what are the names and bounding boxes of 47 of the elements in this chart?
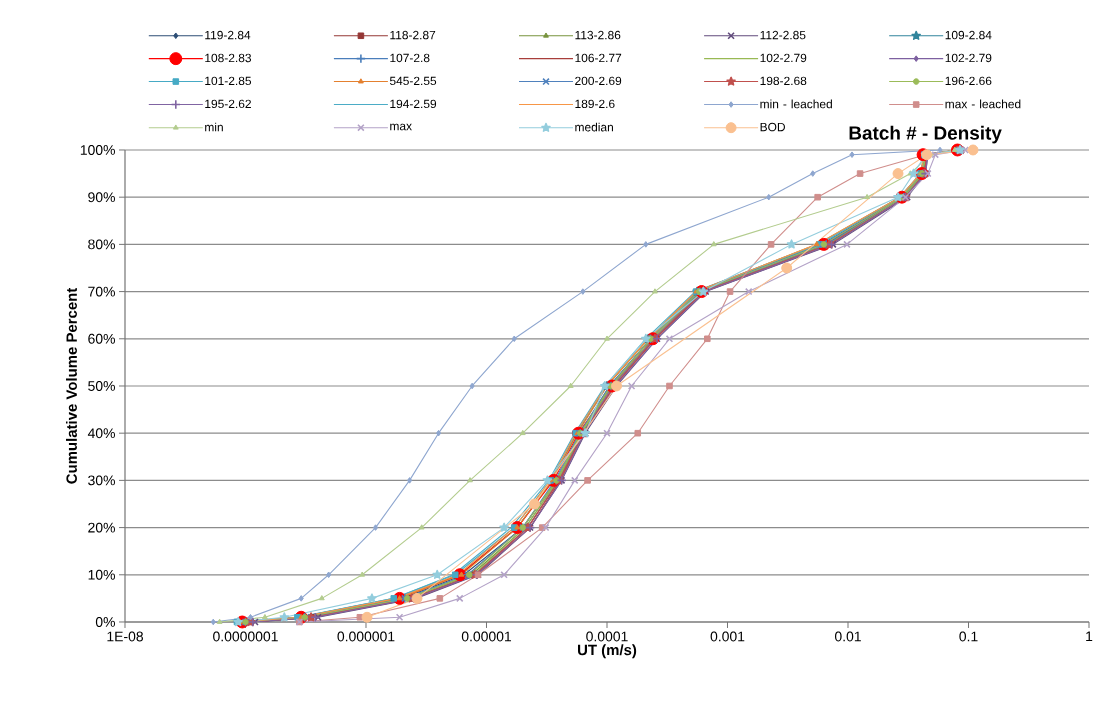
legend-label: 113-2.86 xyxy=(575,30,621,40)
x-tick-label: 0.00001 xyxy=(461,631,512,642)
legend-label: 102-2.79 xyxy=(945,53,992,63)
legend-label: max - leached xyxy=(945,99,1021,109)
y-tick-label: 100% xyxy=(80,145,115,155)
y-tick-label: 20% xyxy=(88,522,115,533)
legend-label: BOD xyxy=(760,122,785,132)
legend-label: 107-2.8 xyxy=(390,53,430,63)
x-axis-title: UT (m/s) xyxy=(578,644,637,659)
chart-title: Batch # - Density xyxy=(849,125,1002,144)
legend-label: 101-2.85 xyxy=(205,76,252,86)
y-axis-title: Cumulative Volume Percent xyxy=(65,287,77,484)
y-tick-label: 10% xyxy=(88,569,115,580)
legend-label: 102-2.79 xyxy=(760,53,807,63)
x-tick-label: 1E-08 xyxy=(107,631,143,642)
y-tick-label: 60% xyxy=(88,333,115,344)
legend-label: 112-2.85 xyxy=(760,30,806,40)
legend-label: 189-2.6 xyxy=(575,99,615,109)
y-tick-label: 70% xyxy=(88,286,115,297)
legend-label: 119-2.84 xyxy=(205,30,251,40)
y-tick-label: 30% xyxy=(88,475,115,486)
y-tick-label: 0% xyxy=(95,617,115,627)
legend-label: max xyxy=(390,123,412,131)
legend-label: 118-2.87 xyxy=(390,30,436,40)
legend-label: min xyxy=(205,122,223,132)
legend-label: 109-2.84 xyxy=(945,30,992,40)
legend-label: 106-2.77 xyxy=(575,53,622,63)
y-tick-label: 50% xyxy=(88,381,115,391)
legend-label: 198-2.68 xyxy=(760,76,807,86)
legend-label: 194-2.59 xyxy=(390,99,437,109)
legend-label: 195-2.62 xyxy=(205,99,251,109)
legend-label: median xyxy=(575,122,613,132)
x-tick-label: 1 xyxy=(1086,631,1093,642)
legend-label: 200-2.69 xyxy=(575,76,622,86)
x-tick-label: 0.0000001 xyxy=(213,631,278,642)
legend-label: 108-2.83 xyxy=(205,53,252,63)
legend-label: 545-2.55 xyxy=(389,76,437,86)
legend-label: 196-2.66 xyxy=(945,76,992,86)
y-tick-label: 40% xyxy=(87,428,115,439)
y-tick-label: 90% xyxy=(88,192,115,203)
legend-label: min - leached xyxy=(760,99,832,109)
x-tick-label: 0.0001 xyxy=(586,631,628,642)
x-tick-label: 0.001 xyxy=(710,631,745,642)
x-tick-label: 0.01 xyxy=(834,631,861,642)
x-tick-label: 0.000001 xyxy=(337,631,395,642)
x-tick-label: 0.1 xyxy=(959,631,978,642)
y-tick-label: 80% xyxy=(88,239,115,250)
